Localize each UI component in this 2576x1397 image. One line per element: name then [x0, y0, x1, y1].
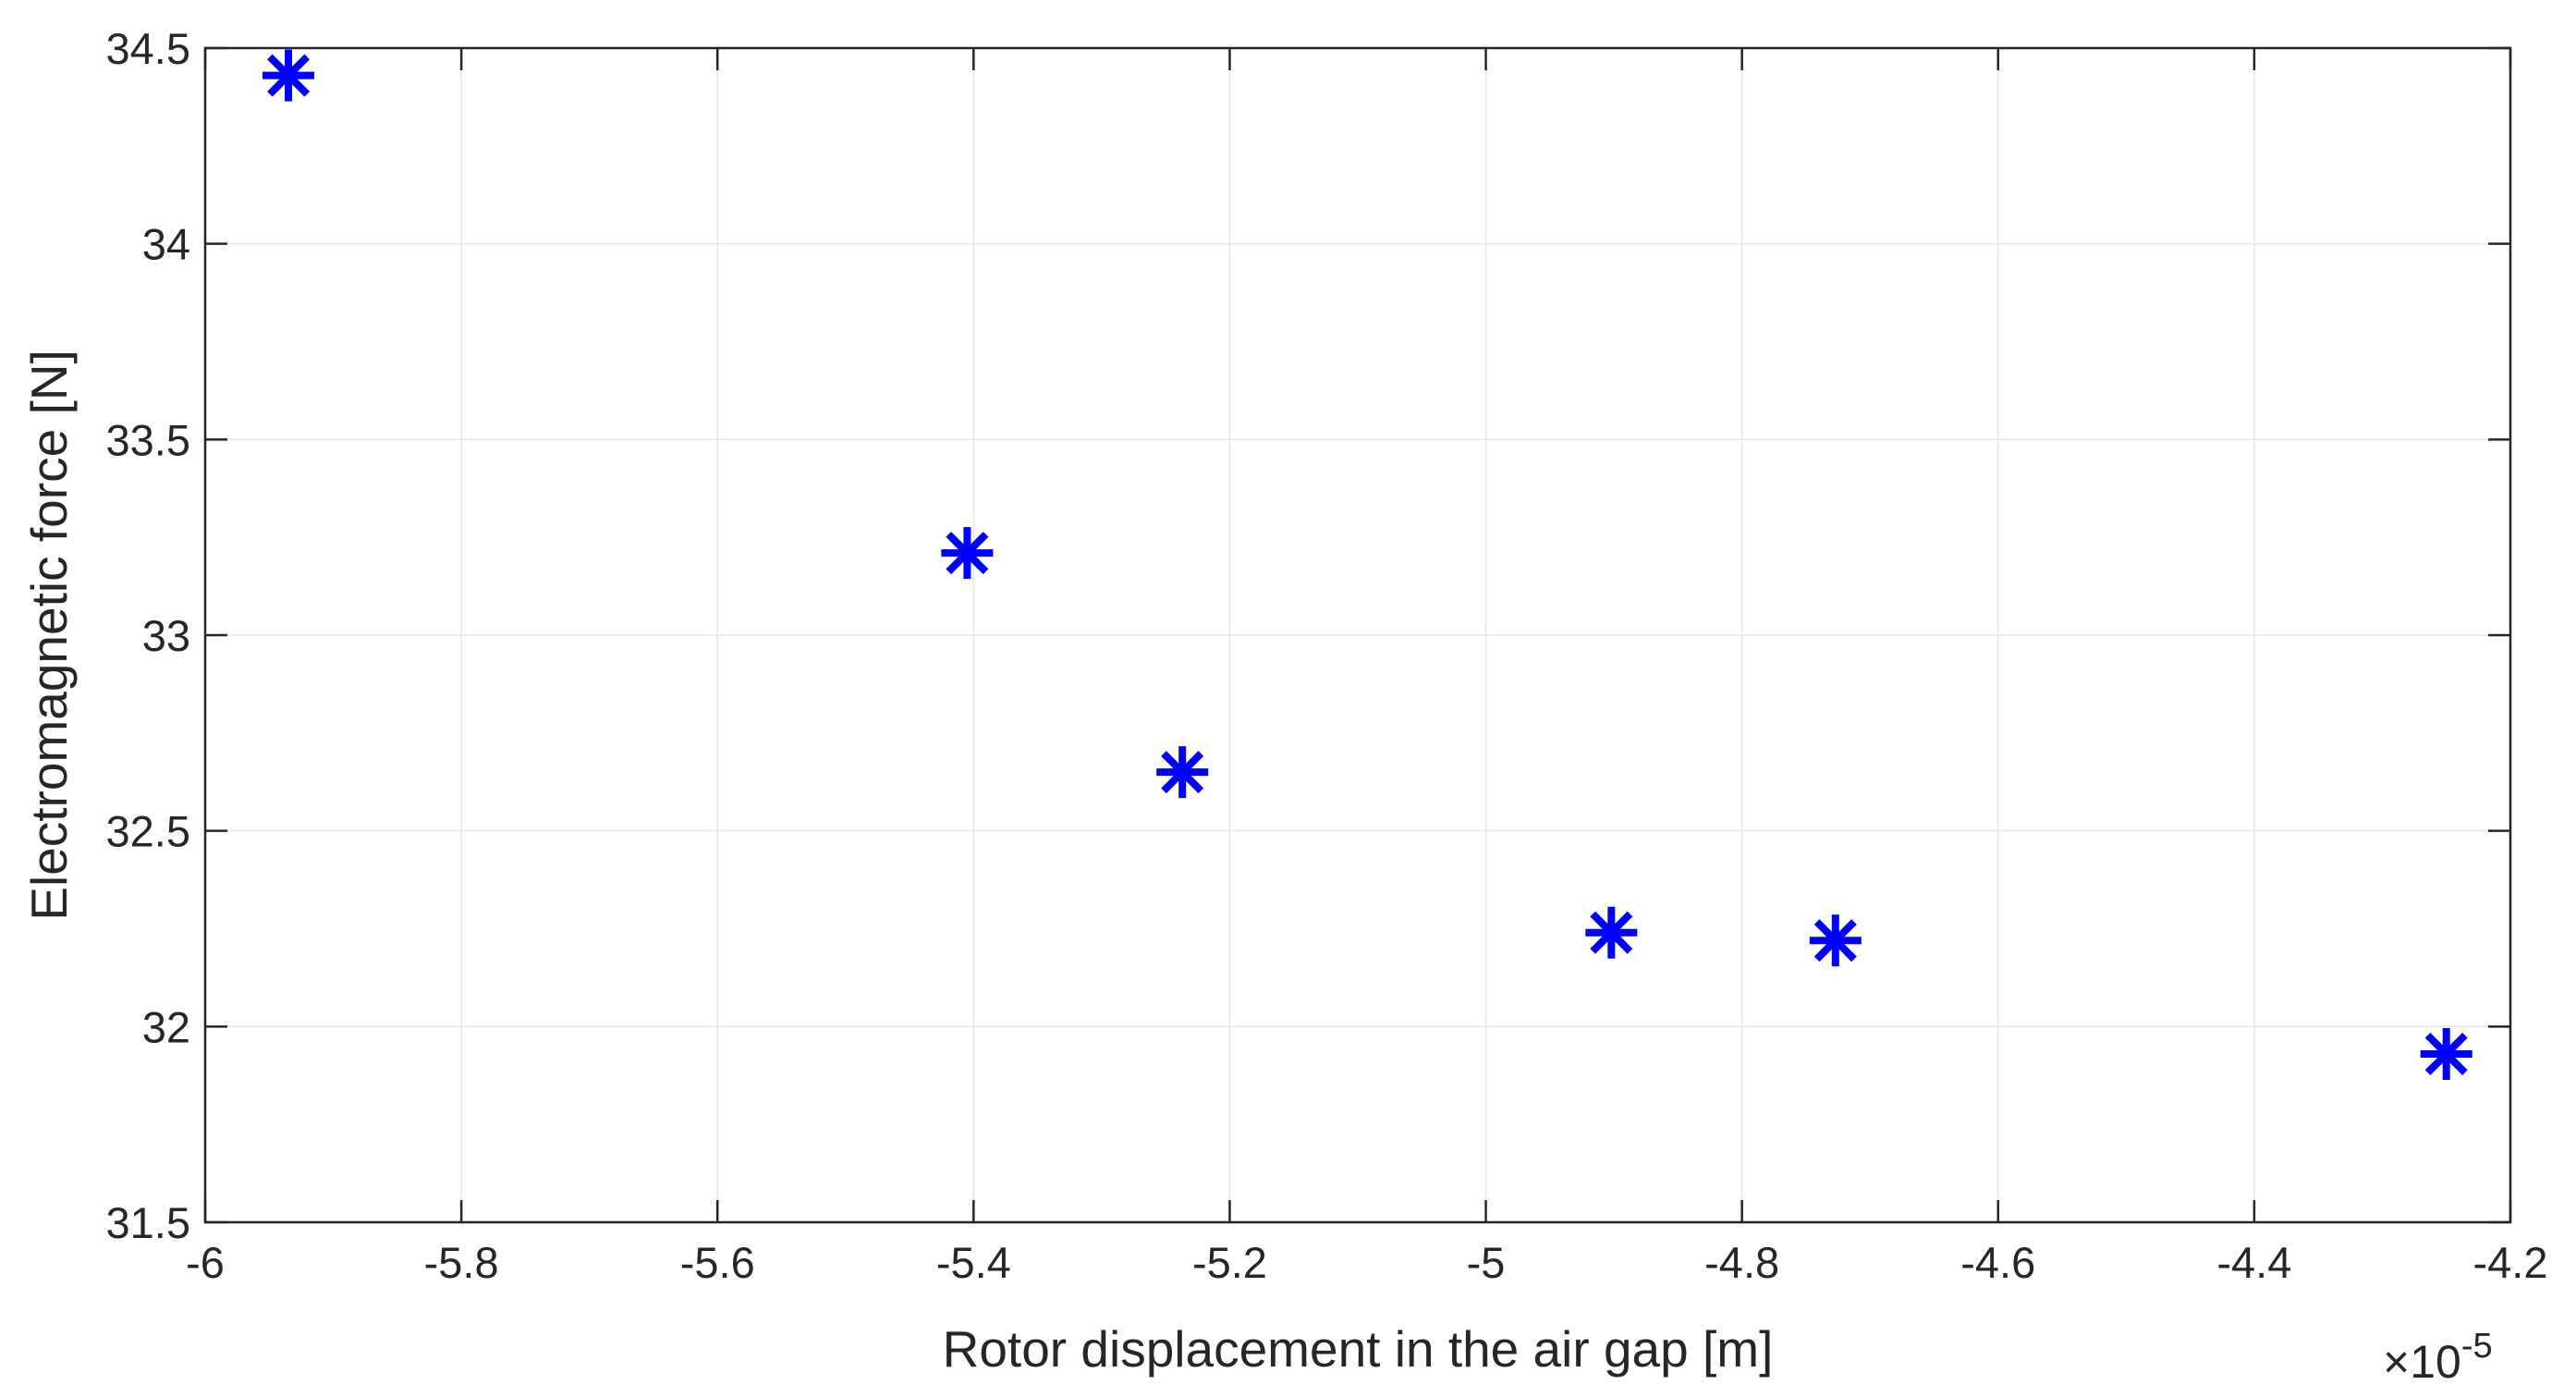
axes-box	[203, 46, 2512, 1224]
x-tick-label: -4.6	[1960, 1238, 2035, 1287]
y-tick-label: 34	[142, 220, 190, 269]
x-tick-label: -4.4	[2216, 1238, 2291, 1287]
data-point-asterisk	[1585, 906, 1638, 959]
x-tick-label: -5	[1467, 1238, 1506, 1287]
y-tick-labels: 31.5 32 32.5 33 33.5 34 34.5	[106, 24, 190, 1247]
x-tick-label: -5.8	[424, 1238, 499, 1287]
exponent-base: ×10	[2383, 1336, 2461, 1388]
x-axis-exponent-label: ×10-5	[2383, 1327, 2493, 1388]
y-tick-label: 33.5	[106, 415, 190, 464]
y-axis-title: Electromagnetic force [N]	[20, 349, 78, 920]
x-tick-label: -4.2	[2473, 1238, 2548, 1287]
data-point-asterisk	[941, 527, 994, 580]
data-point-asterisk	[1809, 914, 1862, 967]
y-tick-label: 32.5	[106, 807, 190, 856]
data-point-asterisk	[1156, 746, 1209, 799]
data-point-asterisk	[2420, 1027, 2472, 1080]
y-tick-label: 33	[142, 611, 190, 660]
x-tick-label: -5.4	[936, 1238, 1011, 1287]
y-tick-label: 31.5	[106, 1198, 190, 1247]
data-point-asterisk	[262, 49, 315, 102]
data-points	[262, 49, 2472, 1080]
x-tick-labels: -6 -5.8 -5.6 -5.4 -5.2 -5 -4.8 -4.6 -4.4 -4.2	[186, 1238, 2547, 1287]
x-tick-label: -5.2	[1192, 1238, 1267, 1287]
y-tick-label: 34.5	[106, 24, 190, 73]
y-tick-label: 32	[142, 1002, 190, 1051]
x-tick-label: -5.6	[680, 1238, 755, 1287]
x-axis-title: Rotor displacement in the air gap [m]	[943, 1320, 1774, 1378]
exponent-power: -5	[2461, 1327, 2493, 1366]
x-tick-label: -4.8	[1704, 1238, 1779, 1287]
x-tick-label: -6	[186, 1238, 225, 1287]
